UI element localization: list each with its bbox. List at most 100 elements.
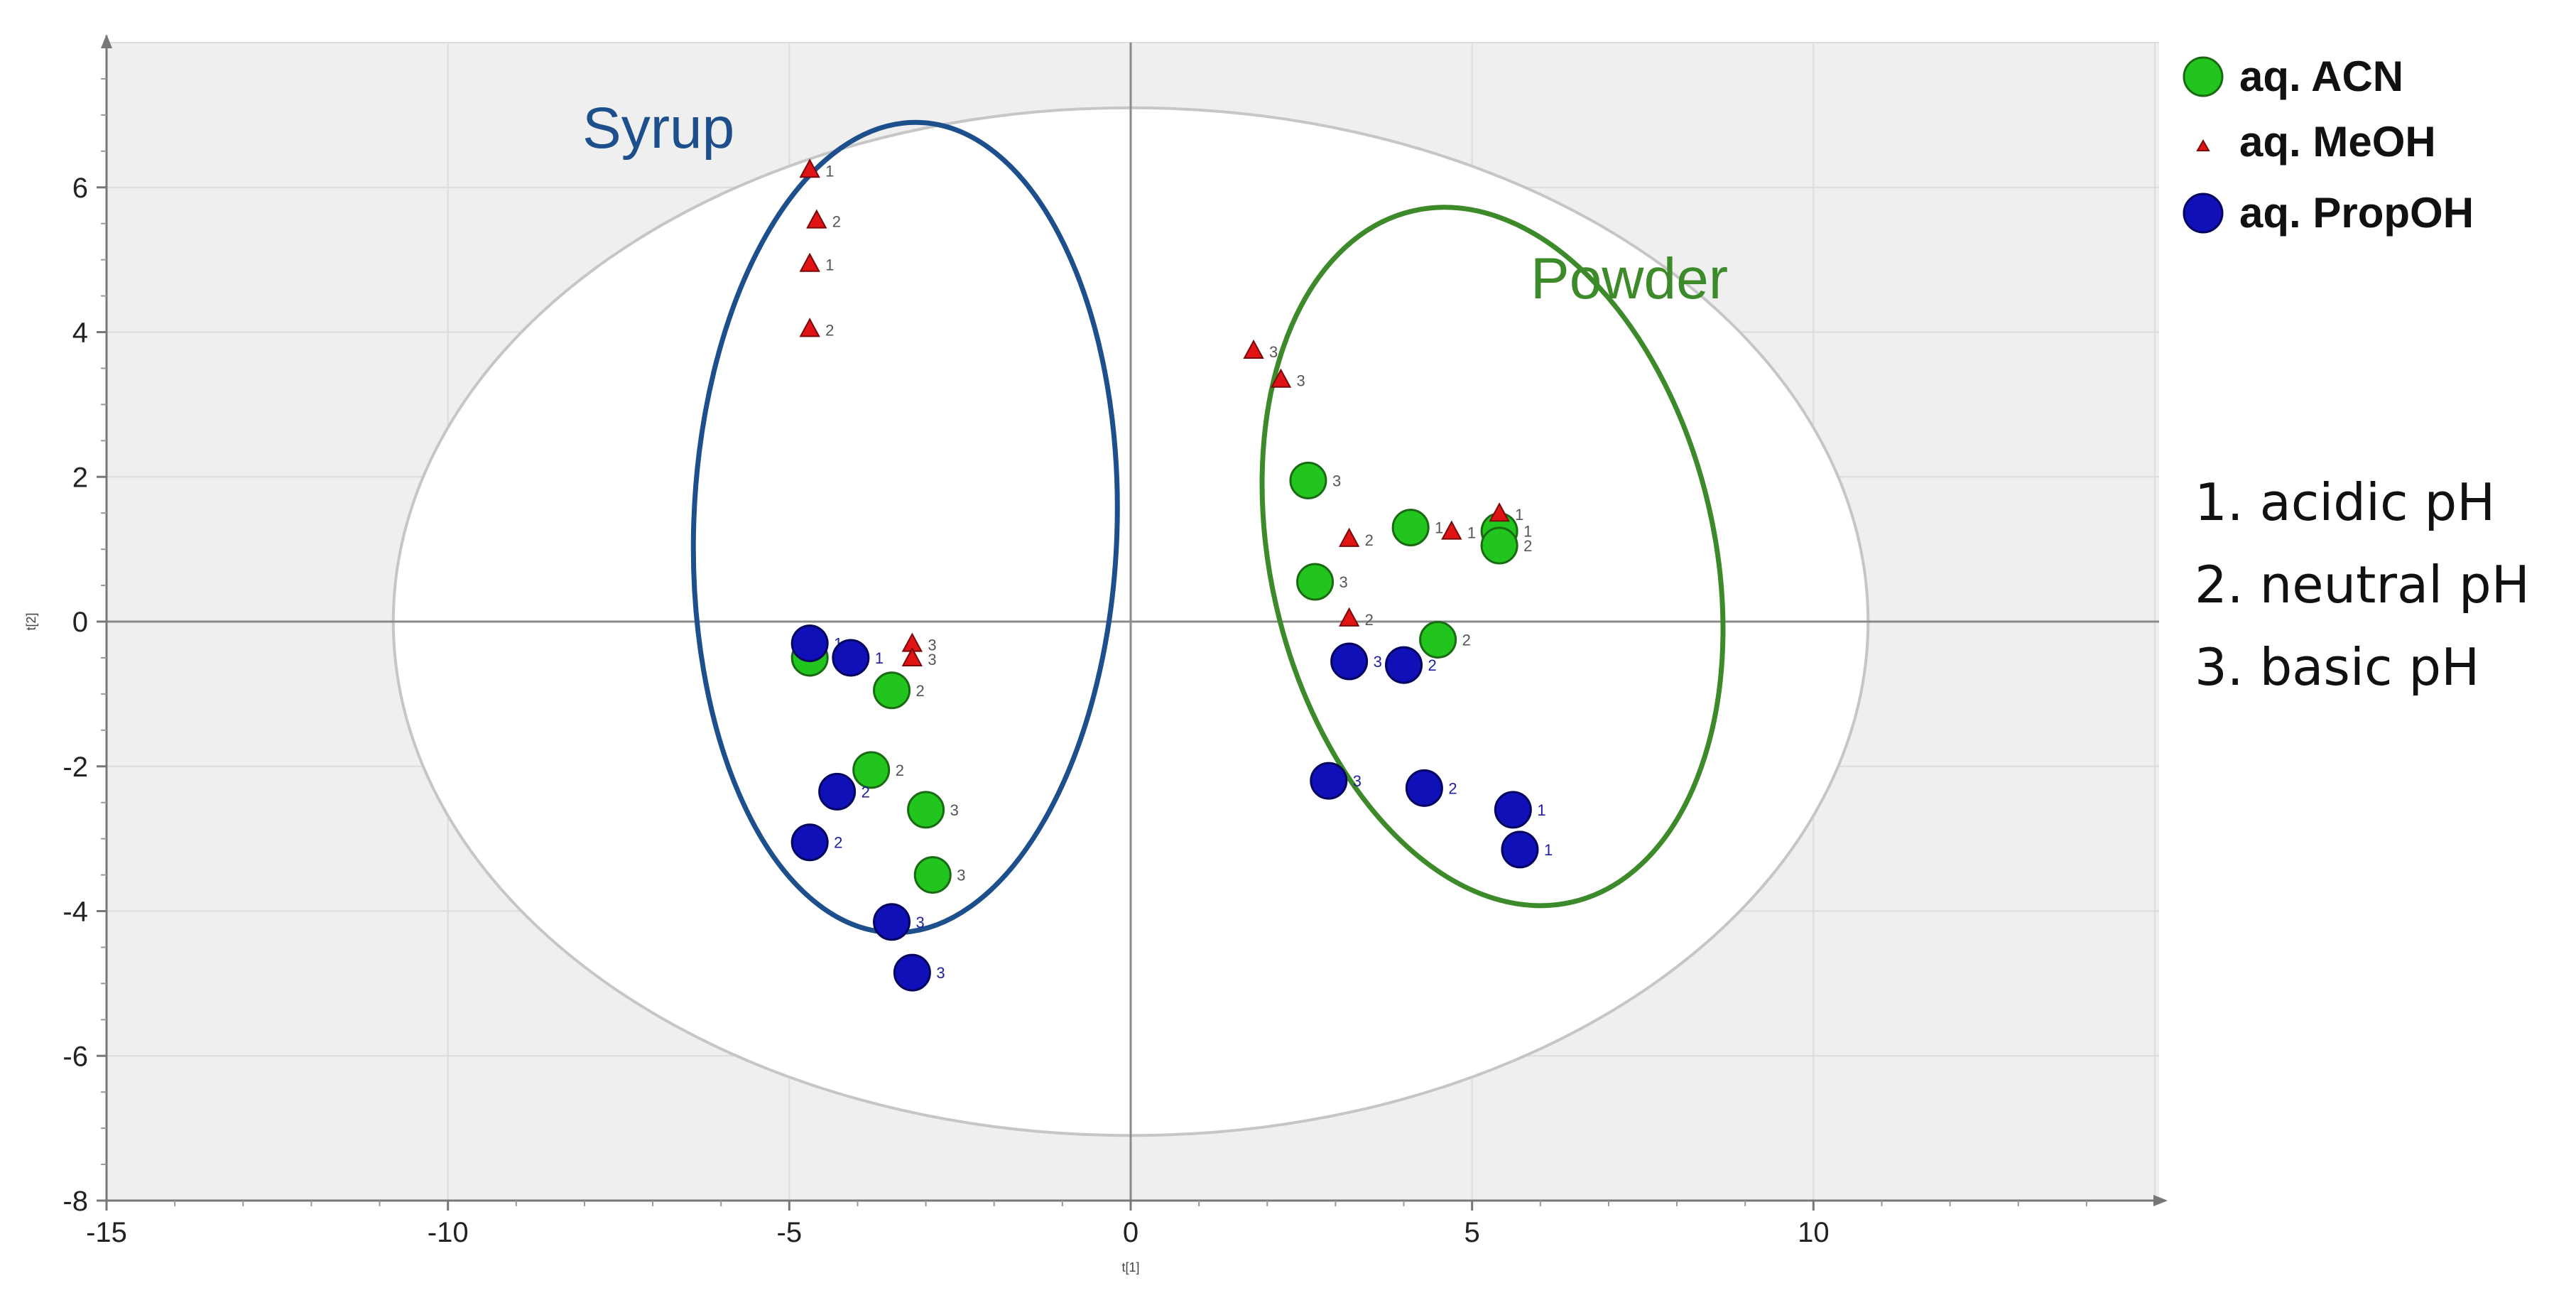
point-1 [901, 646, 923, 666]
point-label: 3 [1296, 372, 1305, 390]
zero-lines [107, 43, 2159, 1201]
point-label: 3 [916, 914, 925, 931]
point-0 [1391, 509, 1430, 547]
point-label: 3 [1332, 472, 1341, 489]
data-points: 12233331122112233323211121233332211 [790, 158, 1553, 992]
x-tick-label: 10 [1798, 1217, 1830, 1248]
point-label: 2 [825, 321, 834, 339]
point-label: 3 [1269, 343, 1278, 361]
point-label: 3 [1353, 772, 1362, 790]
point-label: 1 [1467, 524, 1476, 542]
point-0 [873, 671, 911, 710]
x-tick-label: -5 [777, 1217, 803, 1248]
group-label-powder: Powder [1531, 247, 1728, 311]
point-0 [913, 856, 952, 894]
point-label: 2 [896, 762, 904, 779]
point-label: 3 [928, 651, 936, 668]
point-2 [873, 903, 911, 941]
legend-label-acn: aq. ACN [2239, 53, 2403, 100]
point-label: 3 [928, 637, 936, 654]
point-1 [1270, 368, 1292, 388]
point-1 [799, 158, 820, 178]
point-0 [1296, 563, 1335, 601]
x-tick-label: 5 [1464, 1217, 1480, 1248]
legend: aq. ACN aq. MeOH aq. PropOH [2183, 53, 2474, 237]
point-label: 1 [1544, 841, 1553, 859]
note-basic: 3. basic pH [2195, 637, 2479, 697]
point-2 [1330, 642, 1369, 681]
x-tick-label: -15 [86, 1217, 127, 1248]
point-label: 2 [1523, 537, 1532, 555]
y-tick-label: -8 [63, 1186, 88, 1217]
legend-label-propoh: aq. PropOH [2239, 189, 2474, 237]
ph-annotation: 1. acidic pH 2. neutral pH 3. basic pH [2195, 472, 2530, 697]
point-label: 1 [1515, 506, 1523, 524]
y-tick-label: 2 [72, 462, 88, 493]
x-tick-label: 0 [1123, 1217, 1138, 1248]
point-label: 1 [1523, 523, 1532, 541]
group-ellipses: Syrup Powder [582, 96, 1728, 936]
point-2 [790, 624, 829, 663]
point-1 [799, 318, 820, 337]
point-2 [832, 639, 870, 677]
point-1 [1441, 520, 1462, 540]
point-label: 1 [825, 162, 834, 180]
group-ellipse-powder [1259, 205, 1726, 909]
point-label: 2 [1365, 611, 1374, 629]
point-label: 3 [936, 964, 945, 982]
y-tick-label: 4 [72, 318, 88, 349]
y-tick-label: -2 [63, 752, 88, 783]
y-tick-label: 6 [72, 173, 88, 204]
point-label: 2 [916, 682, 925, 700]
point-label: 2 [862, 783, 870, 801]
point-label: 3 [950, 801, 959, 819]
point-label: 1 [1537, 801, 1545, 819]
point-1 [806, 209, 827, 229]
point-label: 2 [834, 834, 842, 852]
point-label: 3 [957, 867, 965, 884]
point-0 [1289, 461, 1327, 499]
point-label: 1 [825, 256, 834, 274]
point-label: 2 [832, 213, 841, 231]
point-2 [1405, 769, 1443, 807]
point-label: 3 [1374, 653, 1382, 671]
axes: -15 -10 -5 0 5 10 -8 -6 -4 -2 0 2 4 6 [63, 34, 2168, 1248]
group-label-syrup: Syrup [582, 96, 734, 161]
point-1 [1243, 339, 1264, 359]
x-axis-title: t[1] [1121, 1260, 1139, 1274]
point-0 [852, 751, 891, 789]
point-2 [893, 953, 931, 992]
note-acidic: 1. acidic pH [2195, 472, 2495, 532]
point-2 [818, 772, 857, 811]
point-label: 2 [1428, 656, 1437, 674]
point-1 [1338, 607, 1360, 627]
y-tick-label: 0 [72, 607, 88, 638]
point-2 [1494, 791, 1532, 829]
point-0 [1480, 526, 1518, 565]
point-2 [790, 823, 829, 862]
point-label: 1 [1435, 519, 1443, 537]
point-2 [1501, 830, 1539, 869]
point-label: 2 [1365, 531, 1374, 549]
y-tick-label: -6 [63, 1041, 88, 1072]
y-tick-label: -4 [63, 897, 88, 928]
legend-marker-propoh [2183, 193, 2224, 234]
point-1 [799, 252, 820, 272]
point-2 [1385, 646, 1423, 684]
point-1 [1489, 502, 1510, 522]
y-axis-arrow [101, 34, 112, 48]
x-tick-label: -10 [428, 1217, 469, 1248]
point-label: 2 [1462, 631, 1471, 649]
legend-marker-acn [2183, 56, 2224, 97]
point-2 [1310, 762, 1348, 800]
point-label: 1 [875, 649, 884, 667]
point-0 [1419, 620, 1457, 659]
point-label: 2 [1448, 779, 1457, 797]
note-neutral: 2. neutral pH [2195, 555, 2530, 615]
point-0 [907, 791, 945, 829]
point-label: 3 [1339, 573, 1348, 591]
point-1 [1338, 527, 1360, 547]
legend-marker-meoh [2196, 139, 2210, 151]
x-axis-arrow [2153, 1195, 2168, 1206]
